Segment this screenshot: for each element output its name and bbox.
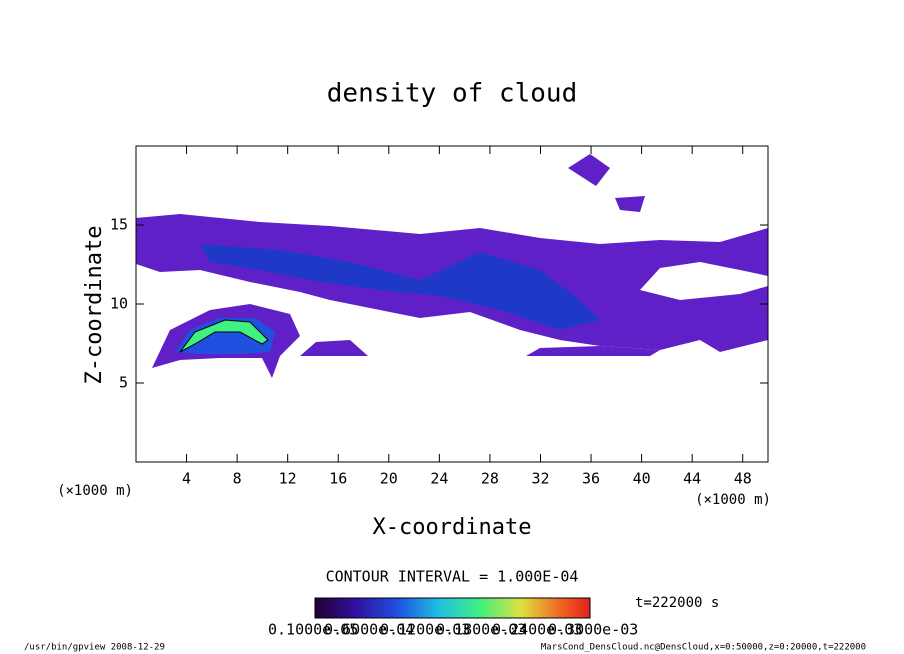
footer: MarsCond_DensCloud.nc@DensCloud,x=0:5000… xyxy=(541,643,866,653)
x-axis-label: X-coordinate xyxy=(373,515,532,540)
chart-title: density of cloud xyxy=(327,79,577,109)
colorbar xyxy=(314,597,591,619)
x-unit-label: (×1000 m) xyxy=(57,483,133,499)
x-tick-label: 28 xyxy=(481,470,499,488)
contour-interval: CONTOUR INTERVAL = 1.000E-04 xyxy=(326,568,579,586)
cloud-region xyxy=(200,244,600,330)
colorbar-label: 0.1800e-03 xyxy=(436,621,526,639)
x-tick-label: 40 xyxy=(633,470,651,488)
colorbar-label: 0.2400e-03 xyxy=(492,621,582,639)
x-tick-label: 20 xyxy=(380,470,398,488)
x-tick-label: 8 xyxy=(233,470,242,488)
x-unit-label: (×1000 m) xyxy=(695,492,771,508)
footer: /usr/bin/gpview 2008-12-29 xyxy=(24,643,165,653)
colorbar-label: 0.6000e-04 xyxy=(324,621,414,639)
colorbar-label: 0.1000e-05 xyxy=(268,621,358,639)
y-tick-label: 15 xyxy=(110,216,128,234)
x-tick-label: 36 xyxy=(582,470,600,488)
x-tick-label: 12 xyxy=(279,470,297,488)
colorbar-label: 0.1200e-03 xyxy=(380,621,470,639)
cloud-field xyxy=(136,154,768,378)
x-tick-label: 24 xyxy=(430,470,448,488)
x-tick-label: 44 xyxy=(683,470,701,488)
x-tick-label: 32 xyxy=(531,470,549,488)
y-tick-label: 10 xyxy=(110,295,128,313)
x-tick-label: 16 xyxy=(329,470,347,488)
y-tick-label: 5 xyxy=(119,374,128,392)
time-label: t=222000 s xyxy=(635,595,719,611)
cloud-region xyxy=(179,319,269,353)
colorbar-label: 0.3000e-03 xyxy=(548,621,638,639)
x-tick-label: 4 xyxy=(182,470,191,488)
y-axis-label: Z-coordinate xyxy=(82,226,107,385)
x-tick-label: 48 xyxy=(734,470,752,488)
